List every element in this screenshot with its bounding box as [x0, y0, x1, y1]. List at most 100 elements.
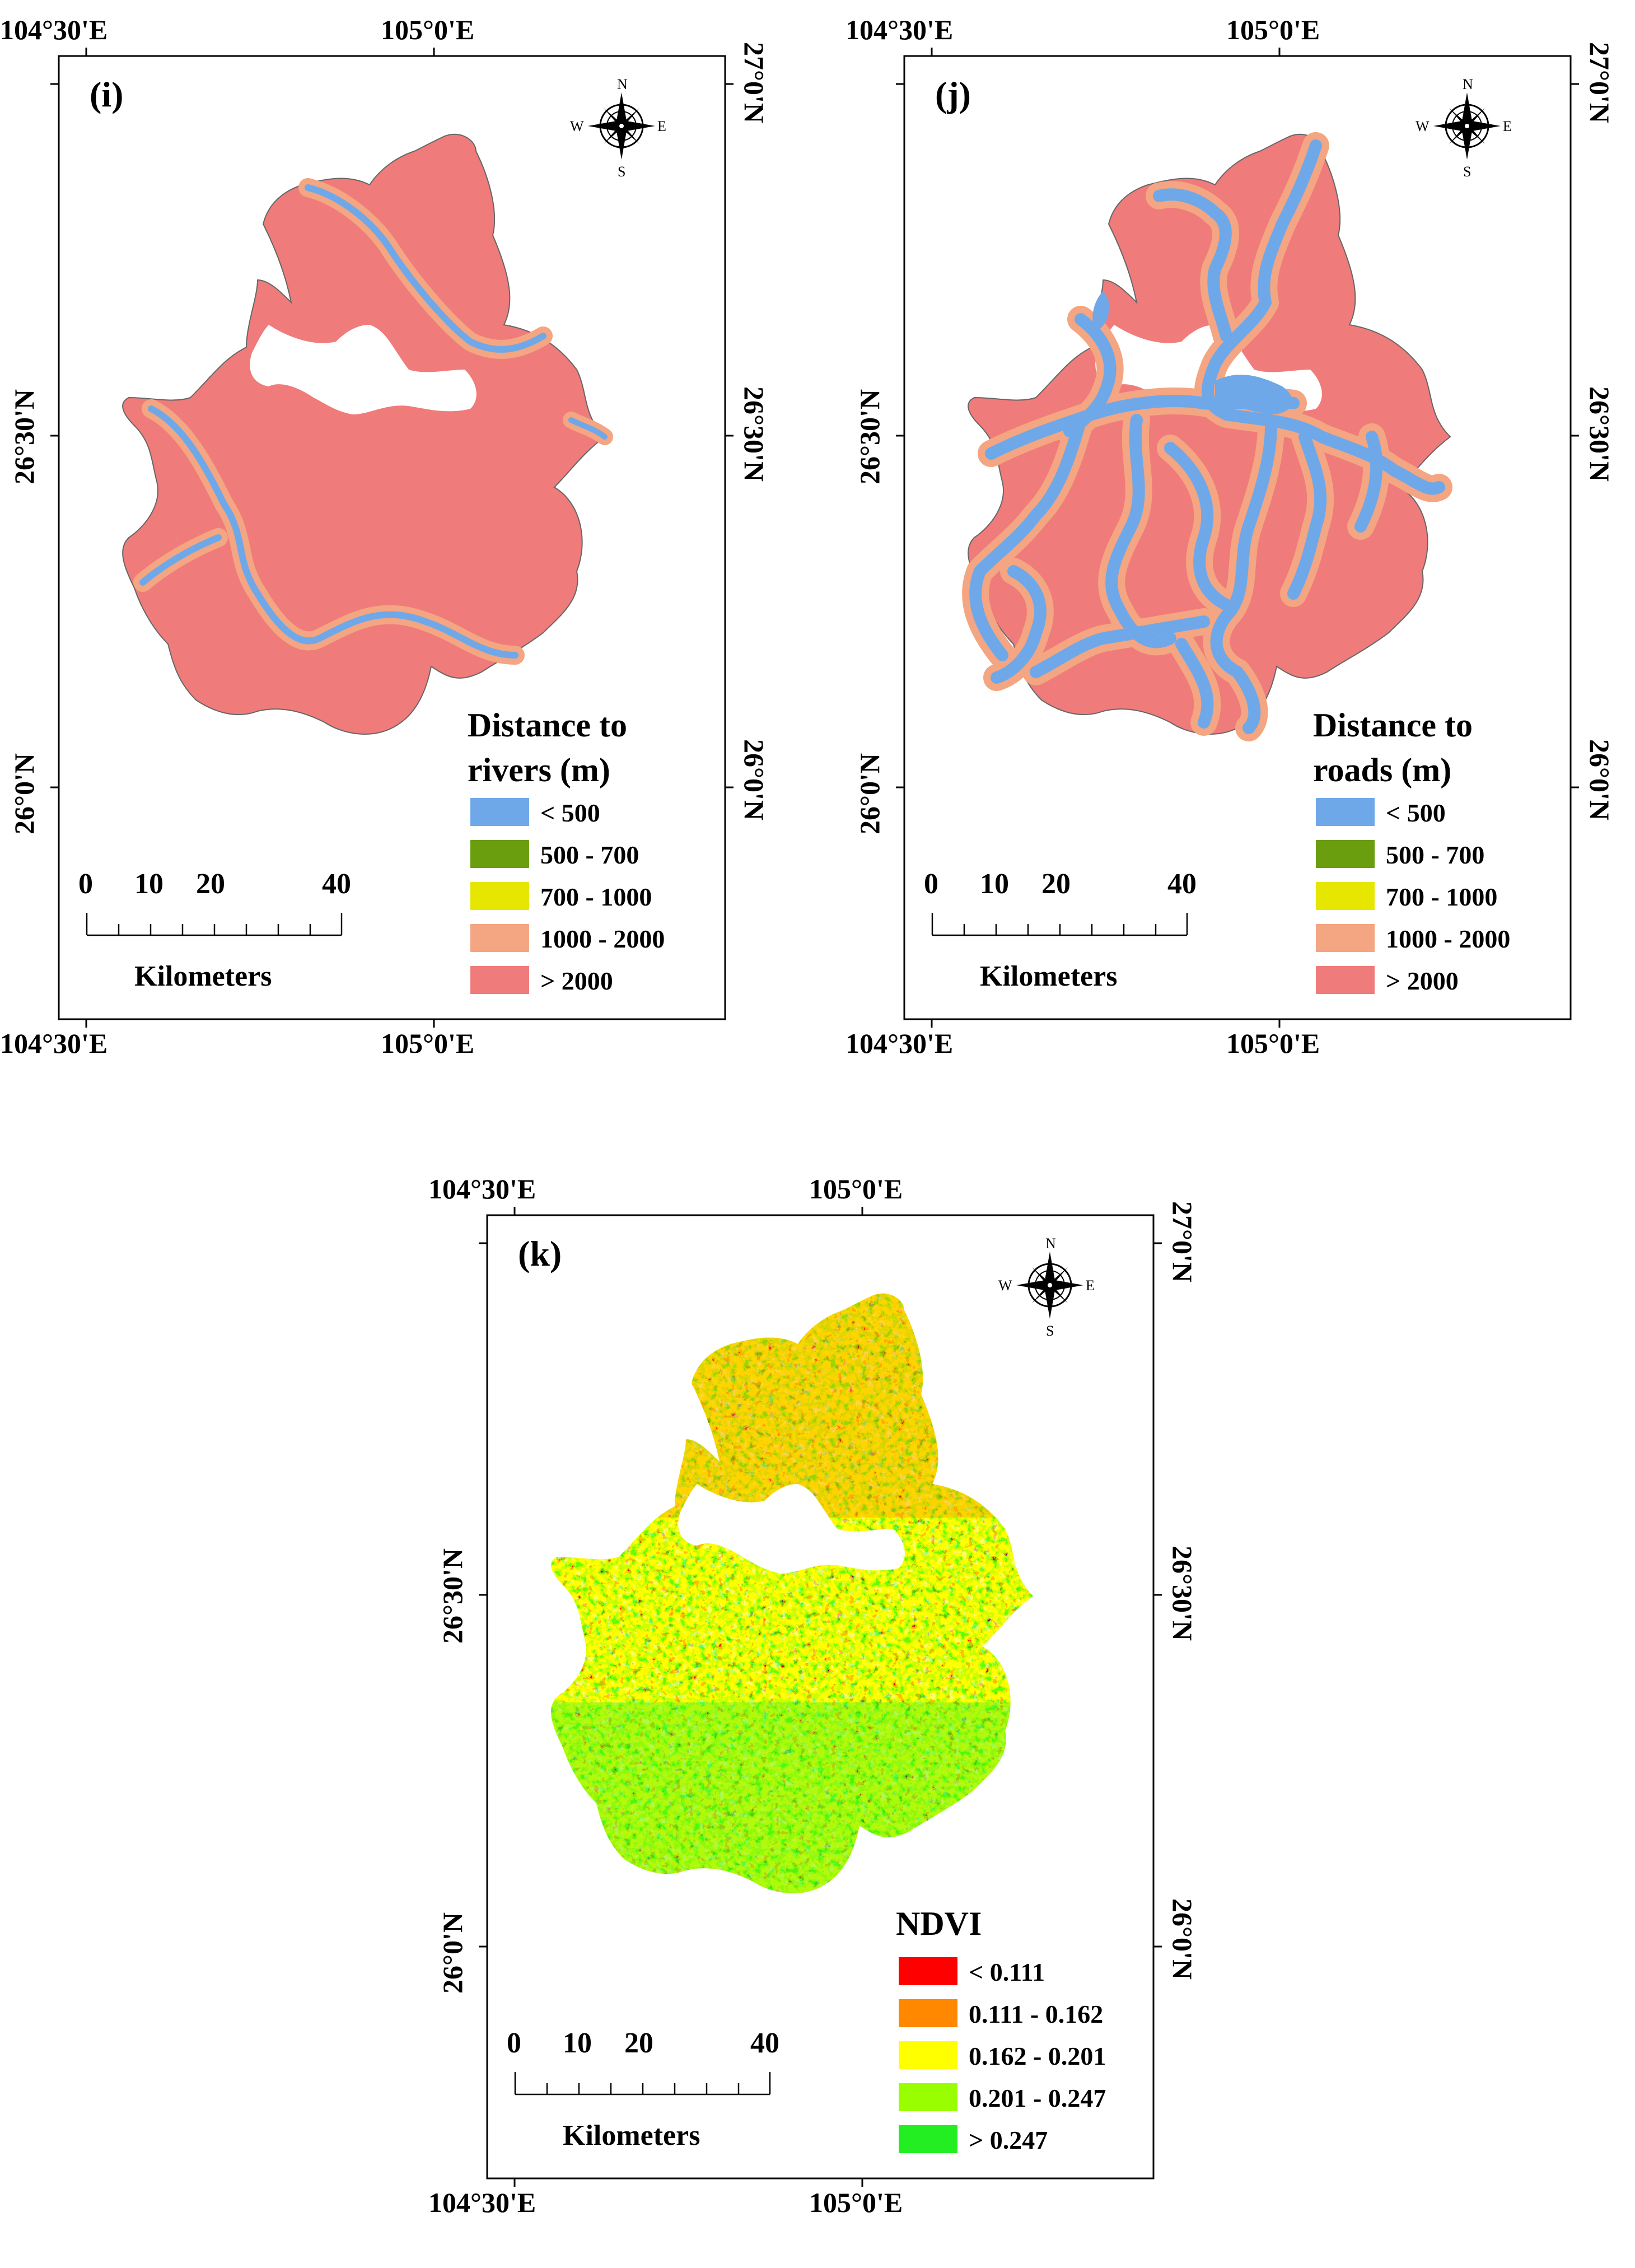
compass-e: E	[657, 118, 666, 134]
lat-label-left-mid: 26°30'N	[8, 389, 40, 484]
lon-label-top-right: 105°0'E	[381, 14, 474, 45]
legend-swatch-1	[899, 1999, 957, 2027]
legend-swatch-2	[1316, 882, 1375, 910]
legend-label-0: < 0.111	[969, 1958, 1045, 1986]
scale-tick-40: 40	[1167, 868, 1197, 900]
scale-bar: 0 10 20 40 Kilometers	[78, 868, 351, 992]
lat-label-right-top: 27°0'N	[1167, 1201, 1198, 1282]
lat-label-left-bottom: 26°0'N	[854, 753, 885, 834]
legend-swatch-3	[899, 2083, 957, 2111]
legend-title-line-2: rivers (m)	[468, 752, 610, 788]
lat-label-left-mid: 26°30'N	[437, 1548, 468, 1644]
legend-label-3: 1000 - 2000	[1386, 925, 1510, 953]
scale-tick-0: 0	[78, 868, 93, 900]
compass-s: S	[1046, 1323, 1054, 1339]
north-arrow: N S E W	[1416, 76, 1512, 180]
lat-label-left-bottom: 26°0'N	[437, 1912, 468, 1994]
lon-label-bottom-left: 104°30'E	[845, 1028, 953, 1059]
scale-tick-20: 20	[196, 868, 225, 900]
lon-label-top-left: 104°30'E	[845, 14, 953, 45]
legend-label-4: > 2000	[1386, 967, 1459, 995]
scale-tick-10: 10	[563, 2027, 592, 2059]
compass-w: W	[998, 1277, 1012, 1294]
river-buffers	[133, 178, 613, 665]
lat-label-right-bottom: 26°0'N	[1167, 1898, 1198, 1980]
legend-label-4: > 0.247	[969, 2126, 1048, 2154]
legend-label-2: 700 - 1000	[1386, 883, 1497, 911]
scale-tick-20: 20	[624, 2027, 653, 2059]
compass-n: N	[617, 76, 628, 92]
compass-n: N	[1045, 1235, 1056, 1252]
legend-title-line-2: roads (m)	[1313, 752, 1451, 788]
legend-label-1: 500 - 700	[540, 841, 639, 869]
lat-label-right-mid: 26°30'N	[1584, 386, 1615, 482]
graticule-ticks	[479, 1207, 1162, 2187]
scale-tick-40: 40	[750, 2027, 779, 2059]
compass-w: W	[570, 118, 584, 134]
graticule-ticks	[896, 48, 1579, 1028]
scale-bar: 0 10 20 40 Kilometers	[507, 2027, 779, 2152]
legend-label-3: 0.201 - 0.247	[969, 2084, 1106, 2112]
legend-swatch-1	[470, 840, 529, 868]
ndvi-raster	[551, 1293, 1034, 1893]
compass-w: W	[1416, 118, 1430, 134]
scale-tick-0: 0	[507, 2027, 521, 2059]
legend-swatch-4	[470, 966, 529, 994]
legend-title-line-1: Distance to	[1313, 707, 1473, 744]
lon-label-bottom-left: 104°30'E	[0, 1028, 108, 1059]
compass-s: S	[618, 164, 625, 180]
legend-label-2: 700 - 1000	[540, 883, 652, 911]
legend-swatch-2	[899, 2041, 957, 2069]
compass-s: S	[1463, 164, 1471, 180]
lat-label-left-mid: 26°30'N	[854, 389, 885, 484]
lon-label-bottom-right: 105°0'E	[381, 1028, 474, 1059]
legend-swatch-1	[1316, 840, 1375, 868]
map-border	[58, 55, 726, 1020]
lat-label-right-mid: 26°30'N	[1167, 1546, 1198, 1641]
legend-swatch-4	[1316, 966, 1375, 994]
lon-label-bottom-left: 104°30'E	[428, 2187, 536, 2218]
scale-tick-10: 10	[980, 868, 1009, 900]
map-panel-roads: 104°30'E 105°0'E 104°30'E 105°0'E 26°30'…	[845, 11, 1615, 1109]
map-panel-ndvi: 104°30'E 105°0'E 104°30'E 105°0'E 26°30'…	[428, 1170, 1198, 2268]
scale-unit: Kilometers	[134, 960, 272, 992]
compass-n: N	[1463, 76, 1473, 92]
graticule-ticks	[50, 48, 734, 1028]
legend-label-1: 500 - 700	[1386, 841, 1484, 869]
legend-label-4: > 2000	[540, 967, 613, 995]
legend-swatch-3	[1316, 924, 1375, 952]
legend-label-1: 0.111 - 0.162	[969, 2000, 1103, 2028]
map-border	[486, 1214, 1155, 2180]
legend-label-2: 0.162 - 0.201	[969, 2042, 1106, 2070]
scale-tick-20: 20	[1041, 868, 1071, 900]
panel-label: (k)	[518, 1234, 562, 1273]
scale-tick-10: 10	[134, 868, 164, 900]
lat-label-right-bottom: 26°0'N	[1584, 739, 1615, 820]
lon-label-bottom-right: 105°0'E	[809, 2187, 903, 2218]
map-frame: 104°30'E 105°0'E 104°30'E 105°0'E 26°30'…	[845, 14, 1615, 1059]
legend-label-3: 1000 - 2000	[540, 925, 665, 953]
panel-label: (i)	[90, 74, 123, 114]
scale-unit: Kilometers	[563, 2120, 700, 2152]
lat-label-right-top: 27°0'N	[1584, 42, 1615, 123]
legend: Distance to roads (m) < 500 500 - 700 70…	[1313, 707, 1510, 995]
legend-label-0: < 500	[1386, 799, 1446, 827]
map-frame: 104°30'E 105°0'E 104°30'E 105°0'E 26°30'…	[428, 1173, 1198, 2218]
lat-label-right-bottom: 26°0'N	[739, 739, 770, 820]
legend-swatch-2	[470, 882, 529, 910]
lon-label-top-right: 105°0'E	[1226, 14, 1320, 45]
legend-swatch-4	[899, 2125, 957, 2153]
legend-title-line-1: Distance to	[468, 707, 627, 744]
legend: NDVI < 0.111 0.111 - 0.162 0.162 - 0.201…	[896, 1905, 1106, 2154]
legend-label-0: < 500	[540, 799, 600, 827]
legend-title-line-1: NDVI	[896, 1905, 982, 1942]
legend: Distance to rivers (m) < 500 500 - 700 7…	[468, 707, 665, 995]
legend-swatch-0	[899, 1957, 957, 1985]
lon-label-top-right: 105°0'E	[809, 1173, 903, 1205]
scale-bar: 0 10 20 40 Kilometers	[924, 868, 1197, 992]
compass-e: E	[1086, 1277, 1095, 1294]
legend-swatch-0	[470, 798, 529, 826]
lon-label-top-left: 104°30'E	[0, 14, 108, 45]
panel-label: (j)	[935, 74, 971, 114]
lat-label-right-top: 27°0'N	[739, 42, 770, 123]
